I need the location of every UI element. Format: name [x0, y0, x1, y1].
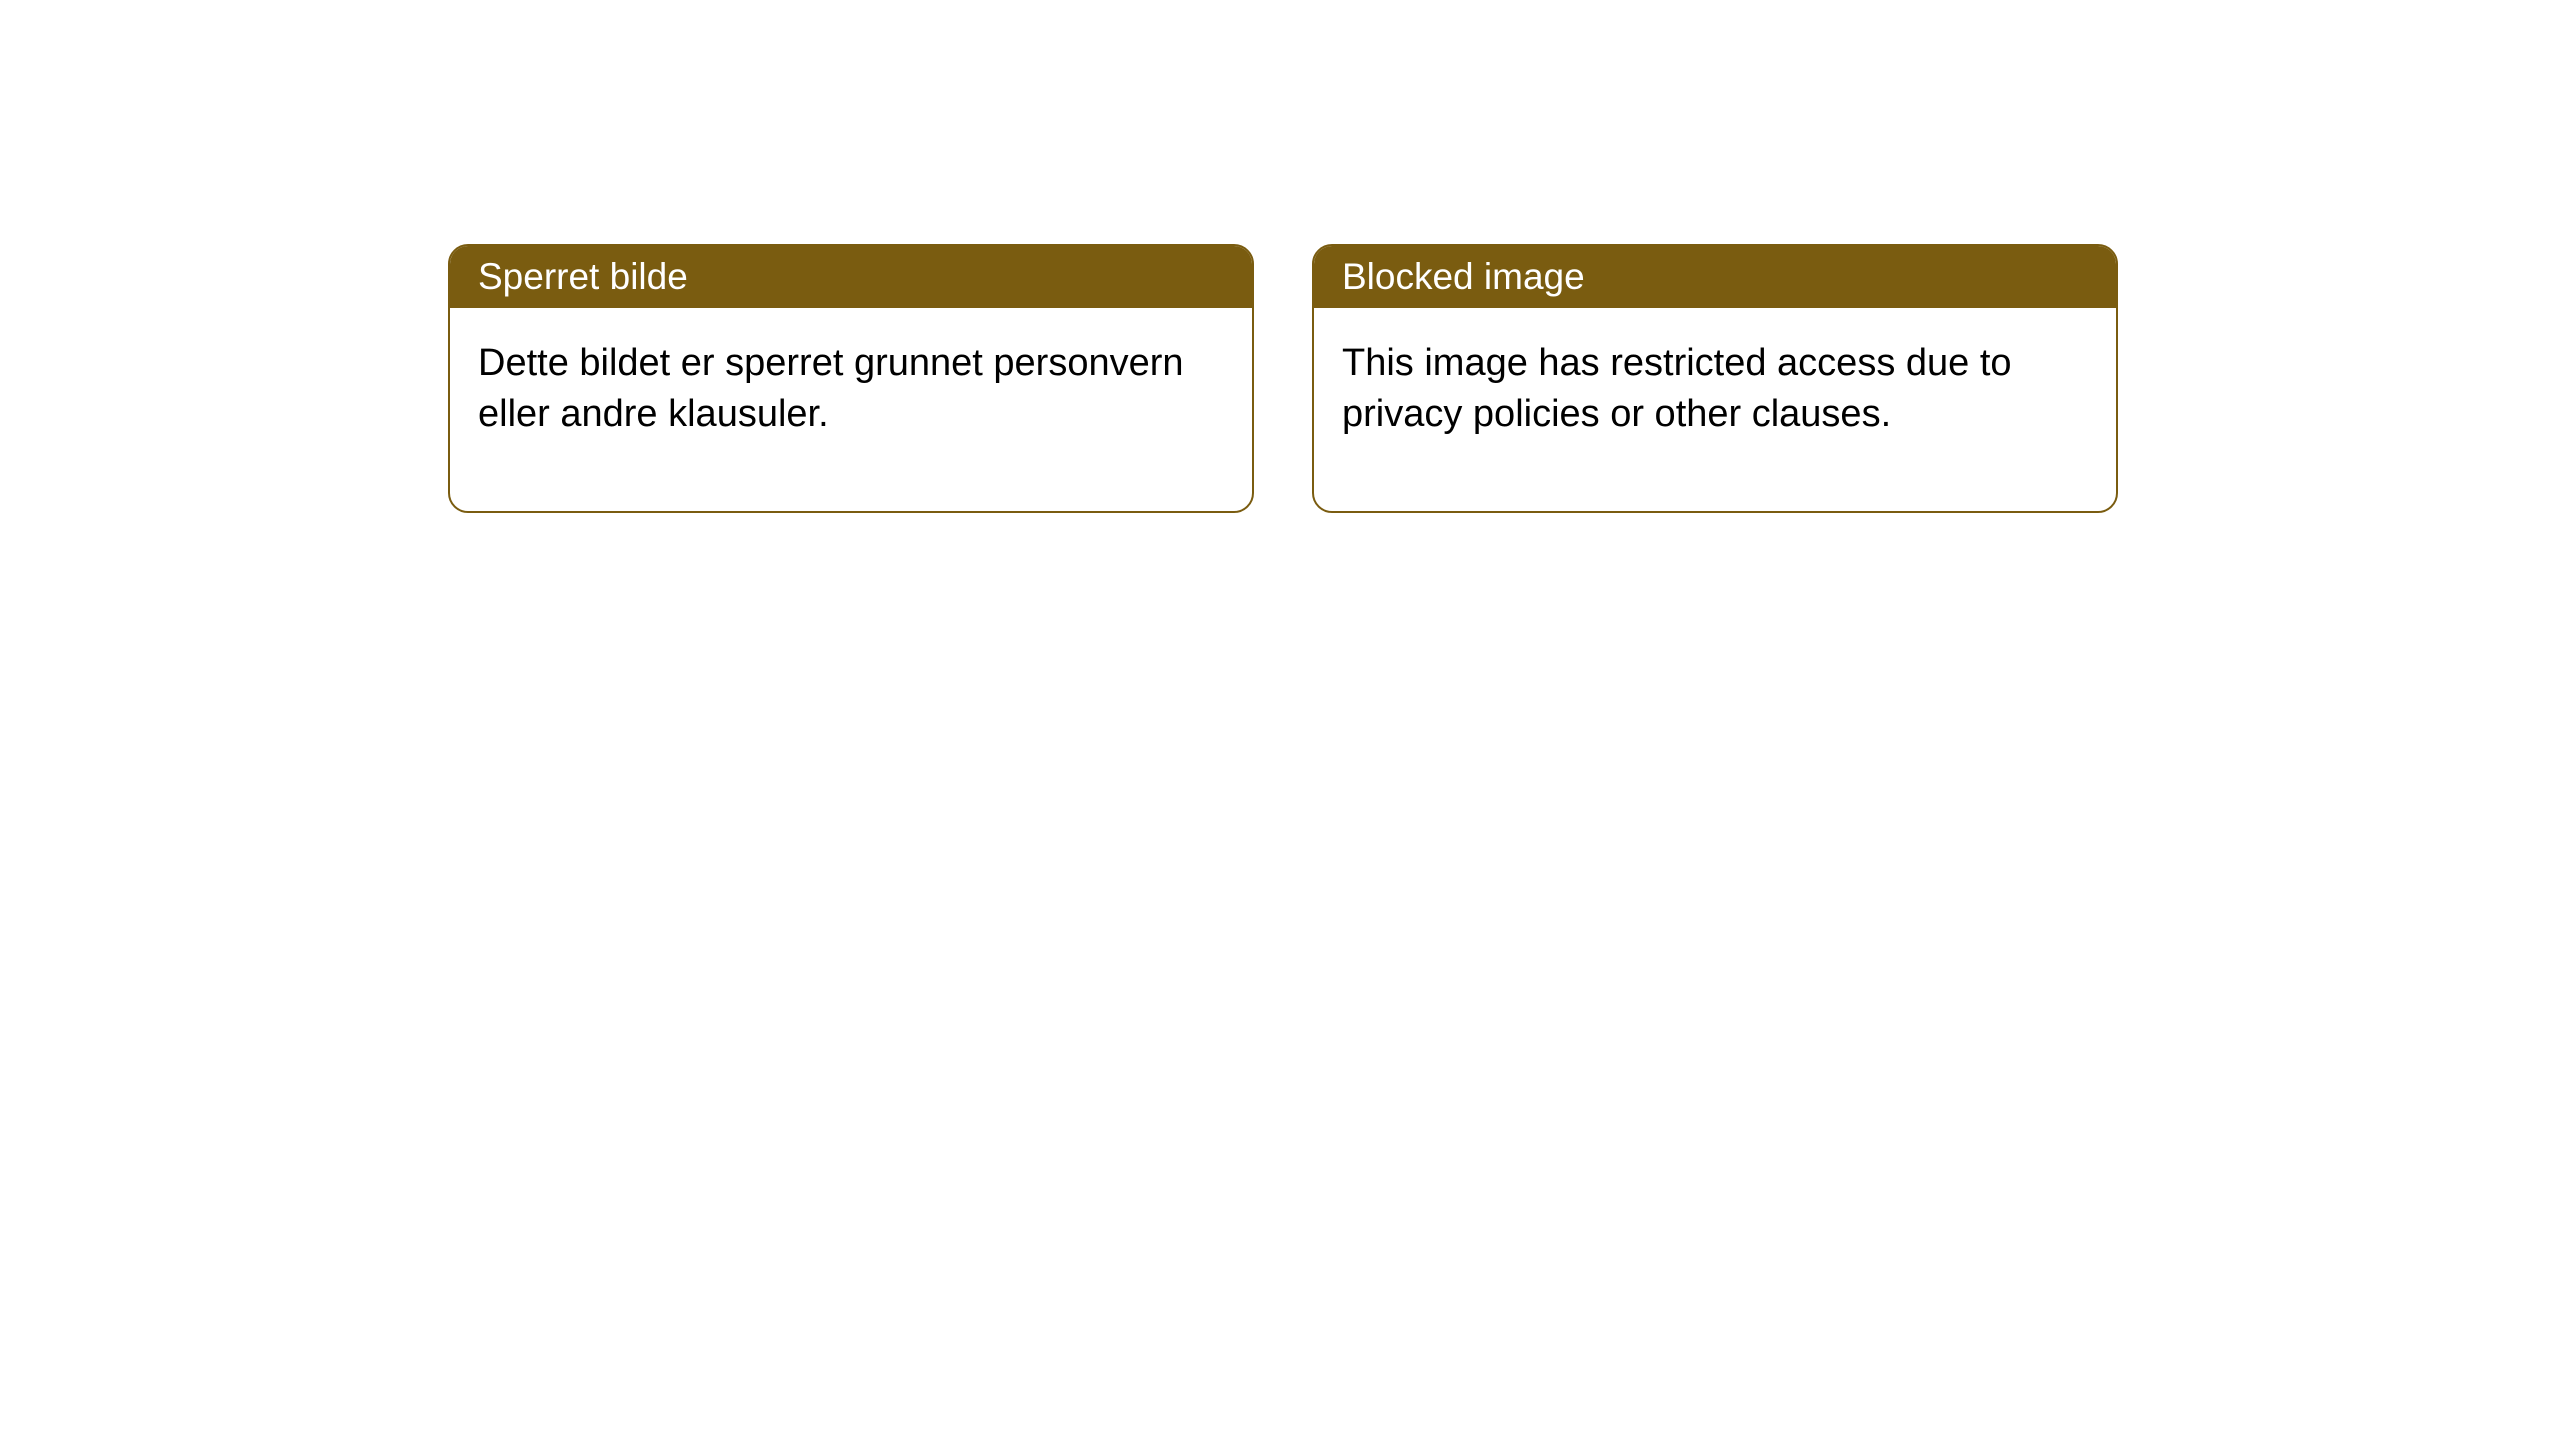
- notice-header: Blocked image: [1314, 246, 2116, 308]
- notice-title: Blocked image: [1342, 256, 1585, 297]
- notice-body-text: This image has restricted access due to …: [1342, 342, 2012, 435]
- notice-body: This image has restricted access due to …: [1314, 308, 2116, 511]
- notice-container: Sperret bilde Dette bildet er sperret gr…: [0, 0, 2560, 513]
- notice-header: Sperret bilde: [450, 246, 1252, 308]
- notice-title: Sperret bilde: [478, 256, 688, 297]
- notice-card-english: Blocked image This image has restricted …: [1312, 244, 2118, 513]
- notice-card-norwegian: Sperret bilde Dette bildet er sperret gr…: [448, 244, 1254, 513]
- notice-body-text: Dette bildet er sperret grunnet personve…: [478, 342, 1184, 435]
- notice-body: Dette bildet er sperret grunnet personve…: [450, 308, 1252, 511]
